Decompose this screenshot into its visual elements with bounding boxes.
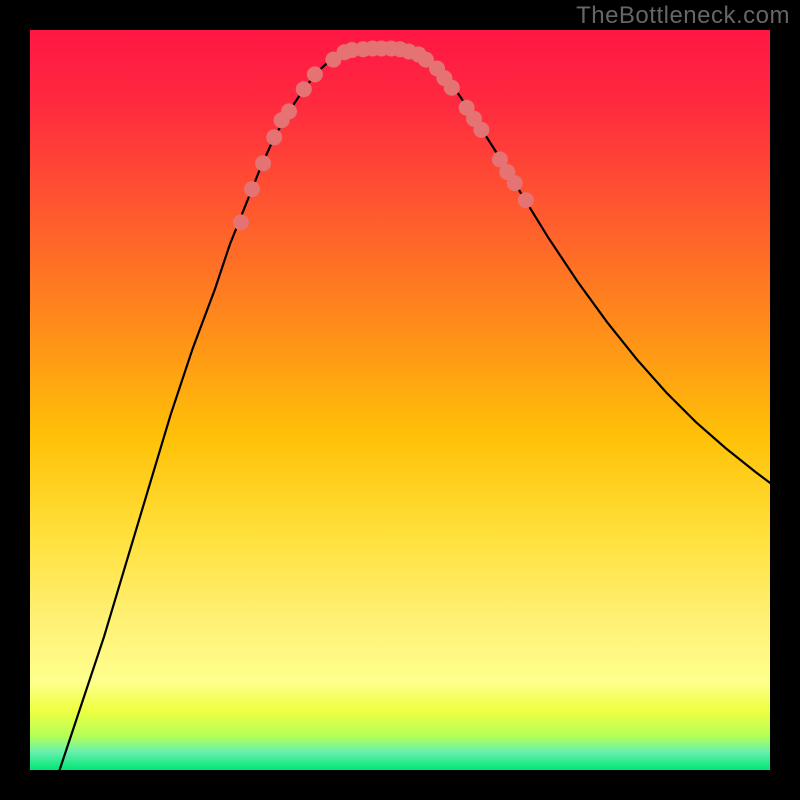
data-point	[296, 81, 312, 97]
chart-frame: TheBottleneck.com	[0, 0, 800, 800]
data-point	[307, 66, 323, 82]
data-point	[281, 103, 297, 119]
data-point	[444, 80, 460, 96]
gradient-background	[30, 30, 770, 770]
data-point	[473, 122, 489, 138]
data-point	[266, 129, 282, 145]
data-point	[233, 214, 249, 230]
data-point	[507, 175, 523, 191]
watermark-text: TheBottleneck.com	[576, 2, 790, 30]
data-point	[518, 192, 534, 208]
bottleneck-chart-svg	[0, 0, 800, 800]
data-point	[244, 181, 260, 197]
data-point	[255, 155, 271, 171]
